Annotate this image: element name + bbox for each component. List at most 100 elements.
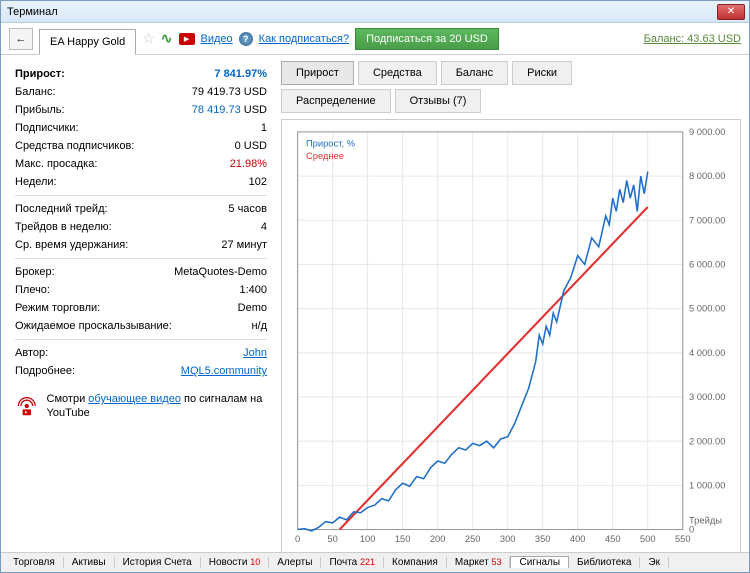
svg-text:5 000.00: 5 000.00 — [689, 304, 725, 314]
close-button[interactable]: ✕ — [717, 4, 745, 20]
tab-equity[interactable]: Средства — [358, 61, 437, 85]
more-link[interactable]: MQL5.community — [181, 365, 267, 377]
btab-mail[interactable]: Почта 221 — [321, 557, 384, 568]
svg-text:100: 100 — [360, 534, 376, 544]
broadcast-icon — [15, 392, 39, 420]
svg-text:550: 550 — [675, 534, 691, 544]
svg-text:450: 450 — [605, 534, 621, 544]
balance-link[interactable]: Баланс: 43.63 USD — [644, 33, 741, 45]
toolbar: ← EA Happy Gold ☆ ∿ ▶ Видео ? Как подпис… — [1, 23, 749, 55]
slippage-value: н/д — [251, 320, 267, 332]
signal-tab[interactable]: EA Happy Gold — [39, 29, 136, 55]
signal-tab-label: EA Happy Gold — [50, 36, 125, 48]
tab-balance[interactable]: Баланс — [441, 61, 508, 85]
btab-assets[interactable]: Активы — [64, 557, 115, 568]
tab-growth[interactable]: Прирост — [281, 61, 354, 85]
balance-label: Баланс: — [15, 86, 56, 98]
btab-experts[interactable]: Эк — [640, 557, 669, 568]
btab-trade[interactable]: Торговля — [5, 557, 64, 568]
back-button[interactable]: ← — [9, 28, 33, 50]
divider — [15, 258, 267, 259]
svg-text:500: 500 — [640, 534, 656, 544]
svg-text:7 000.00: 7 000.00 — [689, 215, 725, 225]
subfunds-value: 0 USD — [235, 140, 267, 152]
bottom-tabs: Торговля Активы История Счета Новости 10… — [1, 552, 749, 572]
chart-panel: Прирост Средства Баланс Риски Распределе… — [281, 55, 749, 552]
author-link[interactable]: John — [243, 347, 267, 359]
tradesweek-label: Трейдов в неделю: — [15, 221, 112, 233]
terminal-window: Терминал ✕ ← EA Happy Gold ☆ ∿ ▶ Видео ?… — [0, 0, 750, 573]
lasttrade-value: 5 часов — [228, 203, 267, 215]
svg-text:4 000.00: 4 000.00 — [689, 348, 725, 358]
subscribe-button[interactable]: Подписаться за 20 USD — [355, 28, 499, 50]
lasttrade-label: Последний трейд: — [15, 203, 108, 215]
weeks-value: 102 — [249, 176, 267, 188]
svg-text:9 000.00: 9 000.00 — [689, 127, 725, 137]
tradesweek-value: 4 — [261, 221, 267, 233]
btab-market[interactable]: Маркет 53 — [447, 557, 511, 568]
growth-value: 7 841.97% — [214, 68, 267, 80]
broker-value: MetaQuotes-Demo — [174, 266, 267, 278]
btab-company[interactable]: Компания — [384, 557, 447, 568]
broker-label: Брокер: — [15, 266, 55, 278]
growth-label: Прирост: — [15, 68, 65, 80]
svg-text:300: 300 — [500, 534, 516, 544]
tab-distribution[interactable]: Распределение — [281, 89, 391, 113]
svg-text:6 000.00: 6 000.00 — [689, 260, 725, 270]
howto-link[interactable]: Как подписаться? — [259, 33, 349, 45]
holdtime-label: Ср. время удержания: — [15, 239, 128, 251]
leverage-value: 1:400 — [239, 284, 267, 296]
help-icon: ? — [239, 32, 253, 46]
drawdown-value: 21.98% — [230, 158, 267, 170]
svg-text:Прирост, %: Прирост, % — [306, 138, 355, 148]
divider — [15, 339, 267, 340]
promo-text: Смотри обучающее видео по сигналам на Yo… — [47, 392, 267, 421]
chart-area: 01 000.002 000.003 000.004 000.005 000.0… — [281, 119, 741, 552]
svg-text:350: 350 — [535, 534, 551, 544]
author-label: Автор: — [15, 347, 48, 359]
mode-label: Режим торговли: — [15, 302, 100, 314]
btab-signals[interactable]: Сигналы — [510, 556, 569, 568]
youtube-icon: ▶ — [179, 33, 195, 45]
svg-text:Среднее: Среднее — [306, 151, 344, 161]
subs-value: 1 — [261, 122, 267, 134]
btab-library[interactable]: Библиотека — [569, 557, 640, 568]
svg-text:200: 200 — [430, 534, 446, 544]
more-label: Подробнее: — [15, 365, 75, 377]
drawdown-label: Макс. просадка: — [15, 158, 97, 170]
btab-news[interactable]: Новости 10 — [201, 557, 270, 568]
video-link[interactable]: Видео — [201, 33, 233, 45]
svg-text:400: 400 — [570, 534, 586, 544]
slippage-label: Ожидаемое проскальзывание: — [15, 320, 172, 332]
svg-text:3 000.00: 3 000.00 — [689, 392, 725, 402]
svg-text:150: 150 — [395, 534, 411, 544]
favorite-star-icon[interactable]: ☆ — [142, 30, 155, 47]
svg-text:2 000.00: 2 000.00 — [689, 436, 725, 446]
titlebar: Терминал ✕ — [1, 1, 749, 23]
svg-text:Трейды: Трейды — [689, 515, 722, 525]
stats-panel: Прирост: 7 841.97% Баланс: 79 419.73 USD П… — [1, 55, 281, 552]
content: Прирост: 7 841.97% Баланс: 79 419.73 USD П… — [1, 55, 749, 552]
mode-value: Demo — [238, 302, 267, 314]
leverage-label: Плечо: — [15, 284, 50, 296]
promo-link[interactable]: обучающее видео — [88, 393, 181, 405]
balance-value: 79 419.73 USD — [192, 86, 267, 98]
video-promo: Смотри обучающее видео по сигналам на Yo… — [15, 392, 267, 421]
tab-risks[interactable]: Риски — [512, 61, 572, 85]
holdtime-value: 27 минут — [221, 239, 267, 251]
growth-chart: 01 000.002 000.003 000.004 000.005 000.0… — [282, 120, 740, 552]
subs-label: Подписчики: — [15, 122, 79, 134]
tab-reviews[interactable]: Отзывы (7) — [395, 89, 482, 113]
chart-tabs-row2: Распределение Отзывы (7) — [281, 89, 741, 113]
svg-text:250: 250 — [465, 534, 481, 544]
weeks-label: Недели: — [15, 176, 57, 188]
svg-text:0: 0 — [295, 534, 300, 544]
btab-history[interactable]: История Счета — [115, 557, 201, 568]
window-title: Терминал — [5, 6, 717, 18]
divider — [15, 195, 267, 196]
back-arrow-icon: ← — [16, 33, 27, 45]
subfunds-label: Средства подписчиков: — [15, 140, 134, 152]
signal-wave-icon: ∿ — [161, 30, 173, 47]
btab-alerts[interactable]: Алерты — [269, 557, 321, 568]
profit-label: Прибыль: — [15, 104, 65, 116]
